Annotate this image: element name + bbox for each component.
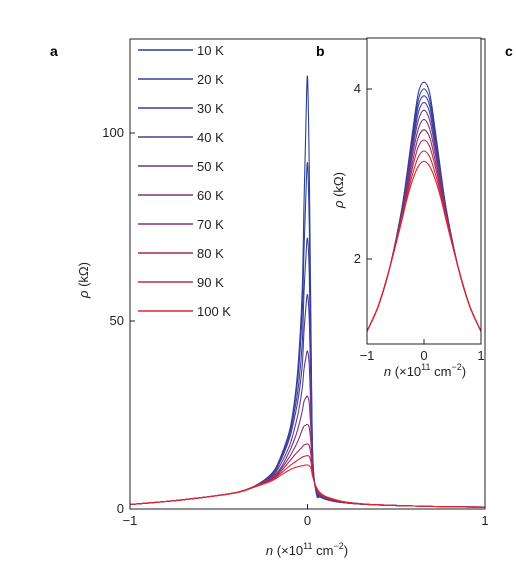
inset-x-tick-label: 1 — [477, 348, 484, 363]
inset-x-axis-label-var: n — [384, 364, 391, 379]
main-x-axis-label-exp2: −2 — [333, 541, 343, 551]
inset-x-axis-label-exp2: −2 — [451, 362, 461, 372]
legend-label: 50 K — [197, 159, 224, 174]
legend-label: 70 K — [197, 217, 224, 232]
main-y-axis-label: ρ (kΩ) — [76, 262, 91, 299]
inset-x-tick-label: 0 — [420, 348, 427, 363]
inset-x-axis-label-open: (×10 — [391, 364, 421, 379]
legend-label: 90 K — [197, 275, 224, 290]
inset-y-axis-label-rest: (kΩ) — [331, 172, 346, 201]
main-x-axis-label-close: ) — [344, 543, 348, 558]
inset-chart-series-group — [367, 81, 481, 332]
main-chart-series-group — [130, 75, 485, 508]
legend-label: 40 K — [197, 130, 224, 145]
inset-y-tick-label: 2 — [354, 251, 361, 266]
main-series-line-10 — [130, 464, 485, 508]
inset-x-axis-label-exp1: 11 — [421, 362, 430, 372]
main-series-line-6 — [130, 395, 485, 508]
panel-letter-c: c — [505, 43, 513, 59]
inset-background — [367, 38, 481, 344]
inset-y-tick-label: 4 — [354, 81, 361, 96]
main-x-tick-label: 0 — [304, 513, 311, 528]
inset-y-axis-label-var: ρ — [331, 200, 346, 209]
panel-letter-b: b — [316, 43, 325, 59]
main-x-axis-label-exp1: 11 — [303, 541, 312, 551]
main-x-tick-label: 1 — [481, 513, 488, 528]
main-x-axis-label: n (×1011 cm−2) — [266, 541, 348, 558]
inset-y-axis-label: ρ (kΩ) — [331, 172, 346, 209]
main-y-tick-label: 100 — [102, 125, 124, 140]
legend-label: 10 K — [197, 43, 224, 58]
main-x-axis-label-mid: cm — [313, 543, 334, 558]
main-series-line-7 — [130, 423, 485, 508]
main-y-axis-label-rest: (kΩ) — [76, 262, 91, 291]
legend-label: 60 K — [197, 188, 224, 203]
main-x-axis-label-var: n — [266, 543, 273, 558]
inset-chart-ticks: −1 0 1 2 4 — [354, 81, 485, 363]
main-chart-legend: 10 K 20 K 30 K 40 K 50 K 60 K 70 K 80 K 90 K 100 … — [138, 43, 231, 319]
panel-letter-a: a — [50, 43, 58, 59]
inset-series-line-10 — [367, 160, 481, 332]
main-x-tick-label: −1 — [123, 513, 138, 528]
inset-x-axis-label-mid: cm — [431, 364, 452, 379]
inset-x-axis-label: n (×1011 cm−2) — [384, 362, 466, 379]
inset-chart: −1 0 1 2 4 n (×1011 cm−2) ρ (kΩ) — [331, 37, 485, 379]
legend-label: 100 K — [197, 304, 231, 319]
main-x-axis-label-open: (×10 — [273, 543, 303, 558]
main-series-line-8 — [130, 443, 485, 508]
inset-x-tick-label: −1 — [360, 348, 375, 363]
main-y-tick-label: 0 — [117, 501, 124, 516]
main-y-axis-label-var: ρ — [76, 290, 91, 299]
main-y-tick-label: 50 — [110, 313, 124, 328]
inset-x-axis-label-close: ) — [462, 364, 466, 379]
legend-label: 80 K — [197, 246, 224, 261]
legend-label: 20 K — [197, 72, 224, 87]
legend-label: 30 K — [197, 101, 224, 116]
